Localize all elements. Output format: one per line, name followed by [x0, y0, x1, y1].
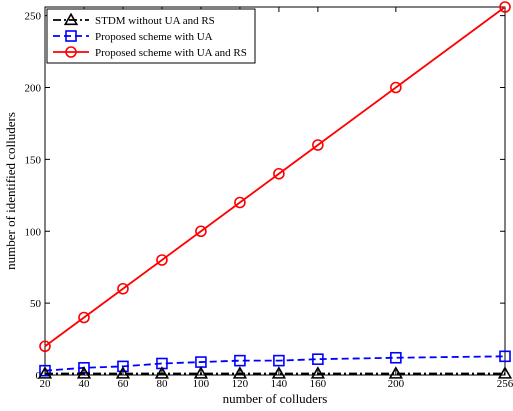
- data-point: [499, 1, 511, 13]
- x-tick-label: 120: [232, 378, 249, 390]
- data-point: [76, 366, 92, 379]
- data-point: [273, 167, 285, 180]
- data-point: [499, 350, 511, 363]
- y-tick-label: 150: [25, 154, 42, 166]
- x-tick-label: 160: [310, 378, 327, 390]
- x-tick-label: 60: [117, 378, 129, 390]
- series-line: [44, 6, 506, 347]
- data-point: [63, 12, 79, 26]
- data-point: [390, 351, 402, 364]
- legend-entry: Proposed scheme with UA: [53, 30, 213, 43]
- data-point: [273, 354, 285, 367]
- data-point: [37, 366, 53, 379]
- y-tick-label: 0: [36, 370, 42, 382]
- data-point: [195, 225, 207, 238]
- x-tick-label: 100: [193, 378, 210, 390]
- data-point: [117, 282, 129, 295]
- data-point: [312, 353, 324, 365]
- data-point: [234, 354, 246, 367]
- data-point: [234, 196, 246, 209]
- data-point: [39, 364, 51, 377]
- data-point: [115, 366, 131, 379]
- legend-label: STDM without UA and RS: [95, 15, 215, 27]
- x-axis: 20 40 60 80 100 120 140 160 200 256: [40, 7, 513, 390]
- data-point: [271, 366, 287, 379]
- x-tick-label: 80: [156, 378, 168, 390]
- series-1: [39, 350, 511, 377]
- legend-label: Proposed scheme with UA and RS: [95, 47, 247, 59]
- data-point: [390, 81, 402, 94]
- data-point: [232, 366, 248, 379]
- y-axis: 0 50 100 150 200 250: [25, 11, 505, 382]
- data-point: [78, 311, 90, 324]
- data-point: [388, 366, 403, 379]
- data-point: [65, 46, 77, 58]
- data-point: [312, 139, 324, 151]
- series-2: [39, 1, 511, 353]
- series-line: [44, 355, 506, 372]
- y-tick-label: 250: [25, 11, 42, 23]
- plot-area: [44, 6, 506, 376]
- legend: STDM without UA and RS Proposed scheme wi…: [46, 8, 256, 64]
- y-tick-label: 50: [30, 298, 42, 310]
- x-tick-label: 140: [271, 378, 288, 390]
- x-tick-label: 200: [388, 378, 405, 390]
- series-0: [37, 366, 513, 379]
- x-tick-label: 20: [40, 378, 52, 390]
- legend-entry: STDM without UA and RS: [53, 12, 215, 27]
- data-point: [310, 366, 326, 379]
- data-point: [193, 366, 209, 379]
- data-point: [65, 30, 77, 42]
- data-point: [117, 360, 129, 373]
- y-tick-label: 200: [25, 83, 42, 95]
- y-tick-label: 100: [25, 226, 42, 238]
- x-axis-label: number of colluders: [223, 391, 328, 406]
- data-point: [156, 254, 168, 266]
- series-layer: [37, 1, 513, 379]
- legend-label: Proposed scheme with UA: [95, 31, 213, 43]
- x-tick-label: 256: [497, 378, 513, 390]
- data-point: [154, 366, 170, 379]
- x-tick-label: 40: [78, 378, 90, 390]
- data-point: [39, 340, 51, 353]
- data-point: [497, 366, 513, 379]
- legend-entry: Proposed scheme with UA and RS: [53, 46, 247, 59]
- y-axis-label: number of identified colluders: [3, 112, 18, 270]
